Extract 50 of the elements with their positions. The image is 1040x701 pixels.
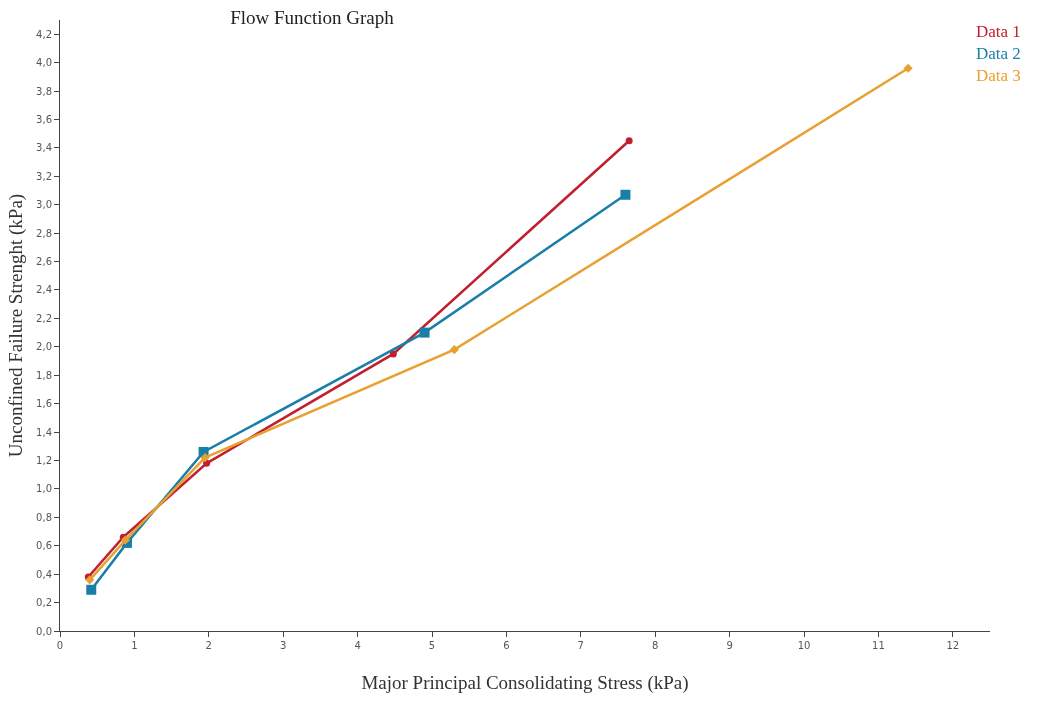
x-tick-label: 9 [726, 640, 733, 651]
y-tick-label: 3,0 [36, 199, 52, 211]
y-tick-label: 2,6 [36, 256, 52, 268]
point [86, 584, 97, 595]
y-tick-label: 1,8 [36, 369, 52, 381]
y-tick-label: 2,8 [36, 227, 52, 239]
y-tick-label: 2,4 [36, 284, 52, 296]
x-tick-label: 6 [503, 640, 510, 651]
y-tick-label: 1,0 [36, 483, 52, 495]
y-tick-label: 0,6 [36, 540, 52, 552]
point [419, 327, 430, 338]
point [625, 137, 633, 145]
x-tick-label: 7 [577, 640, 584, 651]
y-tick-label: 0,4 [36, 568, 52, 580]
point [449, 345, 459, 355]
y-tick-label: 1,2 [36, 454, 52, 466]
y-axis-title: Unconfined Failure Strenght (kPa) [4, 193, 27, 458]
point [85, 575, 95, 585]
text: Data 3 [976, 66, 1021, 86]
point [903, 63, 913, 73]
x-tick-label: 10 [797, 640, 811, 651]
y-tick-label: 1,6 [36, 398, 52, 410]
y-tick-label: 1,4 [36, 426, 52, 438]
y-tick-label: 2,2 [36, 312, 52, 324]
x-tick-label: 0 [56, 640, 64, 651]
x-tick-label: 5 [428, 640, 436, 651]
y-tick-label: 3,6 [36, 113, 52, 125]
x-tick-label: 11 [872, 640, 885, 651]
text: Data 1 [976, 22, 1021, 41]
x-tick-label: 3 [280, 640, 287, 651]
x-tick-label: 2 [205, 640, 212, 651]
x-axis-title: Major Principal Consolidating Stress (kPa) [361, 671, 689, 694]
point [200, 453, 210, 463]
x-tick-label: 8 [652, 640, 659, 651]
x-tick-label: 1 [131, 640, 138, 651]
y-tick-label: 3,4 [36, 142, 52, 154]
y-tick-label: 0,8 [36, 511, 52, 523]
y-tick-label: 4,0 [36, 57, 52, 69]
y-tick-label: 3,2 [36, 170, 52, 182]
y-tick-label: 0,2 [36, 597, 52, 609]
text: Data 2 [976, 44, 1021, 64]
y-tick-label: 3,8 [36, 85, 52, 97]
point [620, 189, 631, 200]
x-tick-label: 4 [354, 640, 361, 651]
x-tick-label: 12 [946, 640, 960, 651]
y-tick-label: 4,2 [36, 28, 52, 40]
y-tick-label: 0,0 [36, 625, 52, 637]
y-tick-label: 2,0 [36, 341, 52, 353]
chart-title: Flow Function Graph [230, 6, 395, 28]
point [389, 350, 397, 358]
